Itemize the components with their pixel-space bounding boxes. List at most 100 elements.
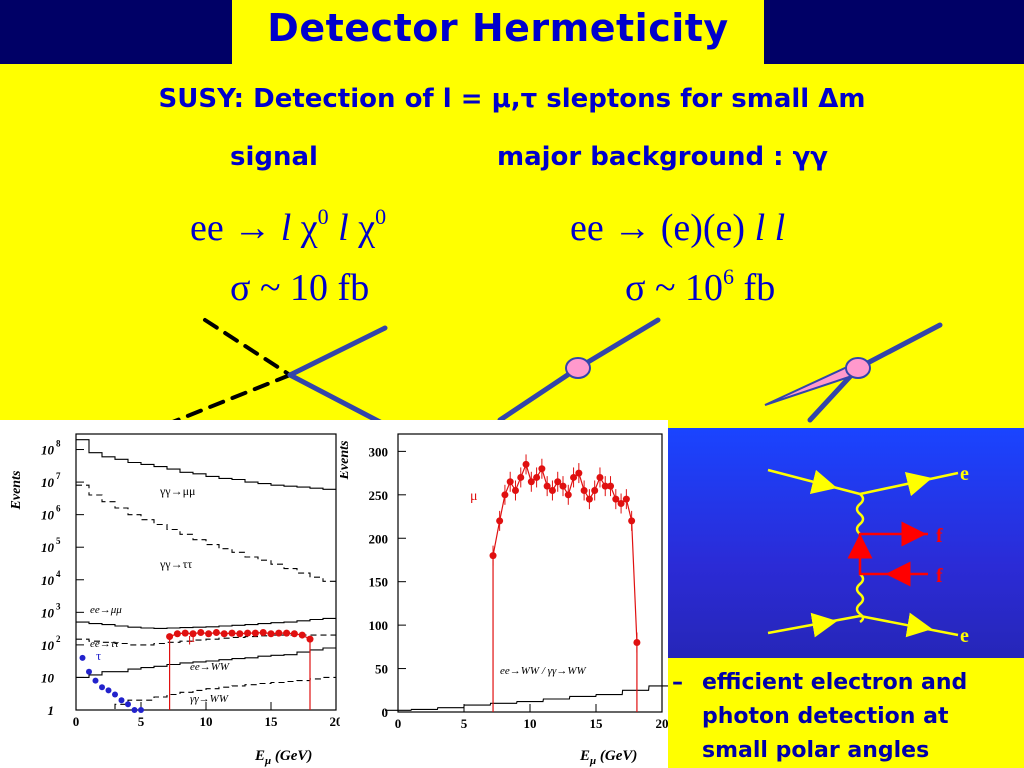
signal-process: ee → l χ0 l χ0	[190, 204, 387, 250]
plot-left-ytick-label: 10	[41, 670, 55, 685]
plot-left-ytick-exponent: 4	[56, 569, 61, 579]
data-point-mu-right	[575, 469, 583, 477]
data-point-mu-left	[244, 629, 252, 637]
plot-right-xtick-label: 20	[656, 716, 669, 731]
plot-right-ytick-label: 300	[369, 444, 389, 459]
plot-right-ytick-label: 150	[369, 575, 389, 590]
data-point-mu-right	[622, 495, 630, 503]
data-point-mu-left	[283, 629, 291, 637]
plot-left-ytick-label: 10	[41, 540, 55, 555]
label-mu-left: μ	[188, 630, 195, 645]
feynman-label-f1: f	[936, 525, 943, 547]
plot-left-ytick-label: 10	[41, 475, 55, 490]
series-line-γγ→WW	[76, 676, 336, 711]
data-point-mu-right	[489, 552, 497, 560]
bullet-body: efficient electron and photon detection …	[702, 670, 968, 763]
plot-left-ytick-exponent: 7	[56, 471, 61, 481]
background-label: major background : γγ	[497, 142, 828, 172]
data-point-mu-right	[559, 482, 567, 490]
feynman-fermion-loop	[858, 532, 928, 576]
data-point-mu-left	[189, 630, 197, 638]
bkg-track-4	[855, 322, 943, 371]
feynman-photon-bottom	[855, 573, 865, 624]
event-topology-diagrams	[163, 317, 943, 427]
data-point-mu-left	[275, 629, 283, 637]
feynman-diagram-panel: e f f e	[668, 428, 1024, 658]
data-point-mu-right	[570, 473, 578, 481]
plot-right-xtick-label: 5	[461, 716, 468, 731]
data-point-mu-left	[290, 630, 298, 638]
label-mu-right: μ	[470, 489, 478, 504]
plot-left-ytick-label: 10	[41, 443, 55, 458]
signal-label: signal	[230, 142, 318, 172]
feynman-label-e-top: e	[960, 463, 969, 485]
data-point-mu-right	[596, 473, 604, 481]
plot-right-ytick-label: 200	[369, 531, 389, 546]
series-line-γγ→μμ	[76, 439, 336, 490]
background-process: ee → (e)(e) l l	[570, 207, 786, 249]
signal-dashed-neutralino	[203, 318, 292, 377]
title-box: Detector Hermeticity	[232, 0, 764, 64]
data-point-mu-left	[173, 630, 181, 638]
data-point-mu-left	[197, 629, 205, 637]
label-bkg-right: ee→WW / γγ→WW	[500, 665, 586, 677]
data-point-mu-left	[205, 630, 213, 638]
plot-left-ytick-label: 10	[41, 508, 55, 523]
label-ee-mumu: ee→μμ	[90, 604, 122, 616]
bkg-track-1	[497, 365, 581, 423]
plot-right-xtick-label: 10	[524, 716, 537, 731]
series-line-bkg-right	[385, 685, 675, 711]
signal-track-1	[287, 325, 388, 378]
label-gg-ww: γγ→WW	[190, 693, 229, 705]
data-point-mu-right	[585, 495, 593, 503]
bkg-track-2	[575, 317, 661, 371]
plot-left-ytick-exponent: 3	[56, 601, 61, 611]
data-point-mu-left	[306, 635, 314, 643]
plot-left-ytick-exponent: 2	[56, 634, 61, 644]
feynman-label-e-bottom: e	[960, 625, 969, 647]
data-point-mu-right	[617, 500, 625, 507]
data-point-mu-right	[548, 486, 556, 494]
data-point-tau	[125, 701, 131, 708]
data-point-mu-right	[543, 482, 551, 490]
data-point-mu-right	[522, 460, 530, 468]
data-point-tau	[105, 687, 112, 694]
bullet-text: – efficient electron and photon detectio…	[672, 666, 1022, 768]
data-point-mu-left	[298, 631, 306, 639]
data-point-mu-right	[527, 478, 535, 486]
data-point-tau	[99, 684, 105, 691]
data-point-mu-left	[220, 630, 228, 638]
data-point-mu-right	[496, 517, 504, 525]
plot-left-ytick-label: 10	[41, 638, 55, 653]
plot-right-xlabel: Eμ (GeV)	[579, 748, 637, 767]
label-ee-tautau: ee→ττ	[90, 638, 120, 650]
bkg-vertex-2	[845, 357, 871, 379]
slide-subtitle: SUSY: Detection of l = μ,τ sleptons for …	[158, 84, 866, 114]
feynman-label-f2: f	[936, 565, 943, 587]
data-point-mu-right	[633, 639, 641, 646]
background-cross-section: σ ~ 106 fb	[625, 264, 776, 310]
data-point-tau	[79, 654, 86, 661]
plot-left-xtick-label: 20	[330, 714, 341, 729]
label-tau: τ	[96, 648, 101, 663]
data-point-mu-right	[591, 486, 599, 494]
bullet-dash: –	[672, 670, 683, 695]
data-point-mu-left	[236, 630, 244, 638]
plot-right-panel: 0 5 10 15 20 0 50 100 150 200 250 300 Events Eμ (Ge…	[337, 420, 675, 768]
label-ee-ww: ee→WW	[190, 661, 230, 673]
label-gg-tautau: γγ→ττ	[159, 557, 192, 571]
data-point-mu-left	[259, 629, 267, 637]
data-point-mu-right	[628, 517, 636, 525]
data-point-mu-right	[506, 478, 514, 486]
data-point-mu-left	[228, 629, 236, 637]
data-point-mu-right	[601, 482, 609, 490]
plot-left-panel: 0 5 10 15 20 1 10 10 2 10 3 10 4 10 5 10 6 10 7 10 8 Events …	[0, 420, 343, 768]
data-point-mu-right	[501, 491, 509, 499]
plot-left-xtick-label: 0	[73, 714, 80, 729]
page-title: Detector Hermeticity	[267, 6, 729, 50]
bkg-vertex-1	[565, 357, 591, 379]
data-point-mu-right	[533, 473, 541, 481]
plot-left-xtick-label: 5	[138, 714, 145, 729]
